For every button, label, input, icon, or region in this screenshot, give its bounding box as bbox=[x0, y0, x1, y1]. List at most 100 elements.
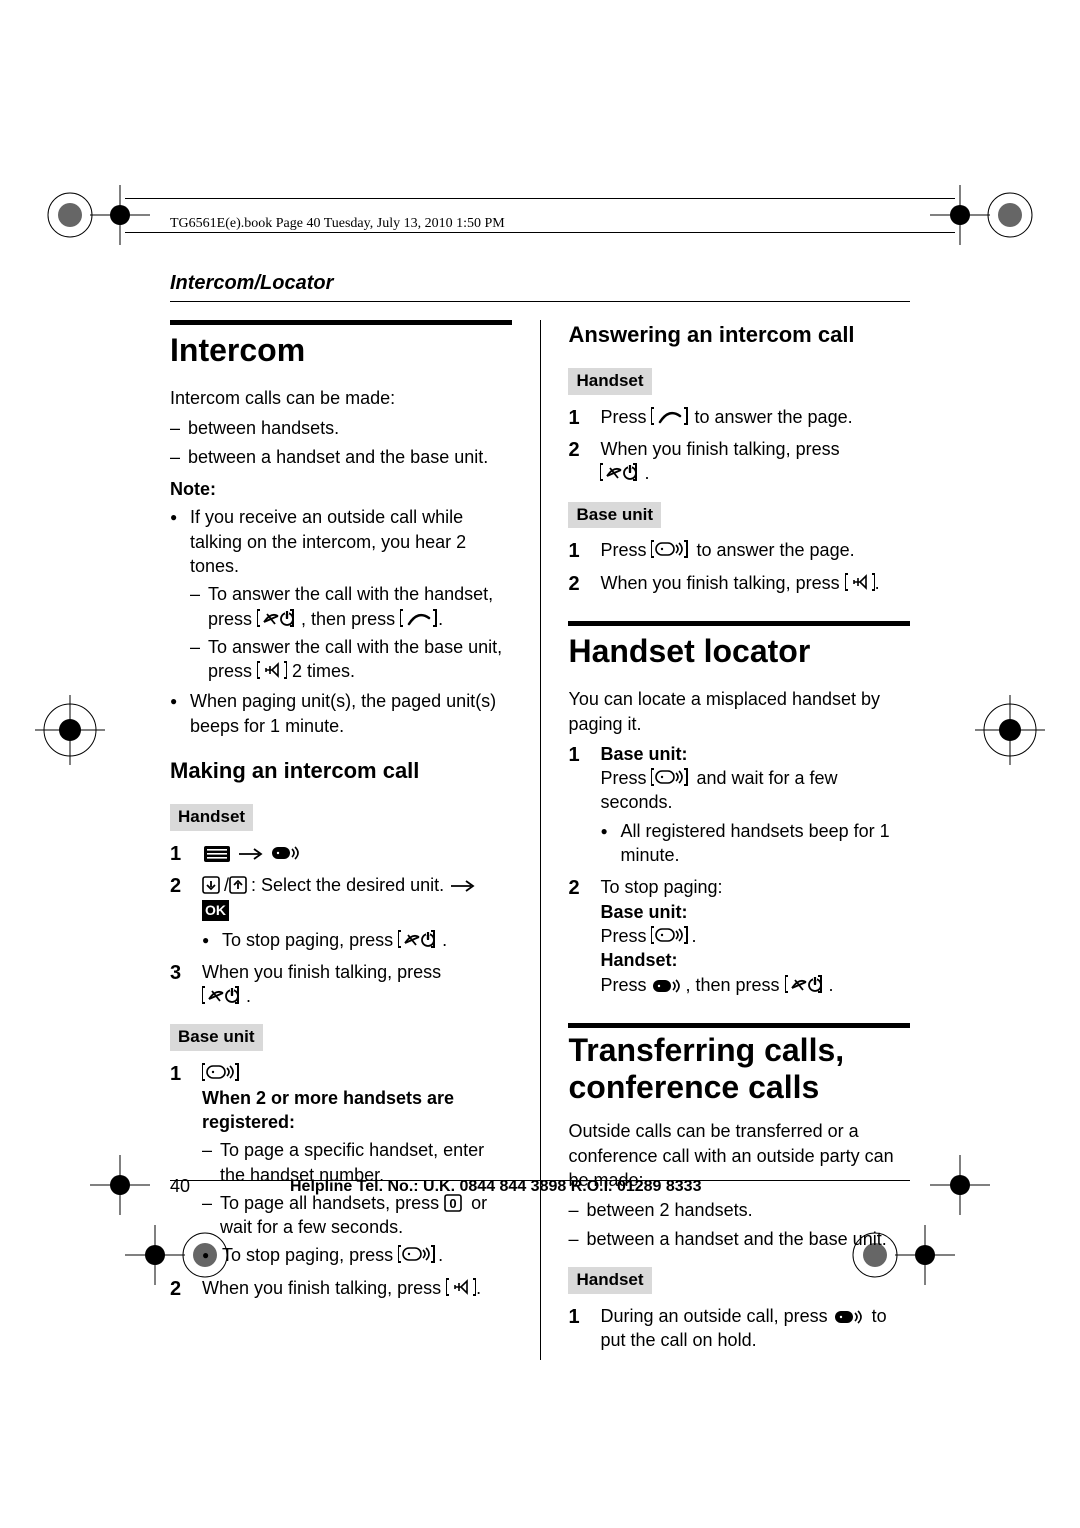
step-item: To stop paging: Base unit: Press . Hands… bbox=[568, 875, 910, 996]
text-fragment: Press bbox=[600, 407, 651, 427]
sub-bullet: To stop paging, press . bbox=[202, 928, 512, 952]
step-item: Press to answer the page. bbox=[568, 538, 910, 562]
page-button-icon bbox=[651, 539, 691, 559]
talk-button-icon bbox=[400, 608, 438, 628]
crosshair-left bbox=[35, 695, 105, 765]
page-button-icon bbox=[202, 1062, 242, 1082]
sp-phone-button-icon bbox=[446, 1277, 476, 1297]
step-item: When you finish talking, press . bbox=[170, 960, 512, 1009]
text-fragment: To stop paging, press bbox=[222, 930, 398, 950]
text-fragment: To answer the call with the base unit, p… bbox=[208, 637, 502, 681]
sp-phone-button-icon bbox=[257, 660, 287, 680]
baseunit-label: Base unit bbox=[568, 502, 661, 529]
talk-button-icon bbox=[651, 406, 689, 426]
left-column: Intercom Intercom calls can be made: bet… bbox=[170, 320, 512, 1360]
step-item: /: Select the desired unit. OK To stop p… bbox=[170, 873, 512, 952]
text-fragment: , then press bbox=[685, 975, 784, 995]
step-item: When you finish talking, press . bbox=[568, 571, 910, 595]
handset-label: Handset bbox=[568, 368, 651, 395]
off-power-button-icon bbox=[398, 929, 442, 949]
regmark-top-right bbox=[985, 190, 1035, 240]
column-divider bbox=[540, 320, 541, 1360]
crosshair-bl bbox=[90, 1155, 150, 1215]
device-inline-label: Base unit: bbox=[600, 902, 687, 922]
note-list: If you receive an outside call while tal… bbox=[170, 505, 512, 738]
baseunit-label: Base unit bbox=[170, 1024, 263, 1051]
rule bbox=[568, 1023, 910, 1028]
off-power-button-icon bbox=[785, 974, 829, 994]
sp-phone-button-icon bbox=[845, 572, 875, 592]
handset-label: Handset bbox=[568, 1267, 651, 1294]
rule bbox=[170, 320, 512, 325]
step-item: Base unit: Press and wait for a few seco… bbox=[568, 742, 910, 867]
step-item: Press to answer the page. bbox=[568, 405, 910, 429]
list-item: between a handset and the base unit. bbox=[170, 445, 512, 469]
text-fragment: During an outside call, press bbox=[600, 1306, 832, 1326]
transfer-list: between 2 handsets. between a handset an… bbox=[568, 1198, 910, 1251]
device-inline-label: Base unit: bbox=[600, 744, 687, 764]
text-fragment: to answer the page. bbox=[691, 540, 854, 560]
text-fragment: To stop paging, press bbox=[222, 1245, 398, 1265]
note-text: If you receive an outside call while tal… bbox=[190, 507, 466, 576]
page-button-icon bbox=[651, 767, 691, 787]
text-fragment: Press bbox=[600, 926, 651, 946]
page-button-icon bbox=[651, 925, 691, 945]
text-fragment: When you finish talking, press bbox=[600, 573, 844, 593]
sub-bullet: All registered handsets beep for 1 minut… bbox=[600, 819, 910, 868]
intercom-speaker-icon bbox=[270, 843, 304, 865]
crosshair-br bbox=[930, 1155, 990, 1215]
sub-heading: When 2 or more handsets are registered: bbox=[202, 1088, 454, 1132]
page-button-icon bbox=[398, 1244, 438, 1264]
crosshair-tl bbox=[90, 185, 150, 245]
handset-label: Handset bbox=[170, 804, 253, 831]
crosshair-tr bbox=[930, 185, 990, 245]
arrow-right-icon bbox=[449, 877, 477, 895]
intercom-title: Intercom bbox=[170, 329, 512, 372]
intercom-intro-list: between handsets. between a handset and … bbox=[170, 416, 512, 469]
note-label: Note: bbox=[170, 477, 512, 501]
handset-steps: /: Select the desired unit. OK To stop p… bbox=[170, 841, 512, 1009]
helpline: Helpline Tel. No.: U.K. 0844 844 3898 R.… bbox=[290, 1176, 701, 1198]
regmark-top-left bbox=[45, 190, 95, 240]
answering-title: Answering an intercom call bbox=[568, 320, 910, 350]
step-item: When you finish talking, press . bbox=[568, 437, 910, 486]
arrow-right-icon bbox=[237, 845, 265, 863]
note-item: When paging unit(s), the paged unit(s) b… bbox=[170, 689, 512, 738]
intercom-speaker-icon bbox=[833, 1307, 867, 1327]
rule bbox=[568, 621, 910, 626]
step-item: When you finish talking, press . bbox=[170, 1276, 512, 1300]
text-fragment: Press bbox=[600, 975, 651, 995]
running-header: TG6561E(e).book Page 40 Tuesday, July 13… bbox=[170, 215, 505, 234]
step-item: During an outside call, press to put the… bbox=[568, 1304, 910, 1353]
crosshair-right bbox=[975, 695, 1045, 765]
text-fragment: Press bbox=[600, 768, 651, 788]
locator-intro: You can locate a misplaced handset by pa… bbox=[568, 687, 910, 736]
step-item bbox=[170, 841, 512, 865]
answering-baseunit-steps: Press to answer the page. When you finis… bbox=[568, 538, 910, 595]
locator-steps: Base unit: Press and wait for a few seco… bbox=[568, 742, 910, 997]
off-power-button-icon bbox=[600, 462, 644, 482]
locator-title: Handset locator bbox=[568, 630, 910, 673]
note-item: If you receive an outside call while tal… bbox=[170, 505, 512, 683]
list-item: between a handset and the base unit. bbox=[568, 1227, 910, 1251]
page-number: 40 bbox=[170, 1174, 190, 1198]
list-item: between handsets. bbox=[170, 416, 512, 440]
down-button-icon bbox=[202, 876, 224, 894]
transfer-steps: During an outside call, press to put the… bbox=[568, 1304, 910, 1353]
text-fragment: When you finish talking, press bbox=[600, 439, 839, 459]
up-button-icon bbox=[229, 876, 251, 894]
off-power-button-icon bbox=[257, 608, 301, 628]
text-fragment: : Select the desired unit. bbox=[251, 875, 449, 895]
ok-icon: OK bbox=[202, 900, 229, 921]
making-call-title: Making an intercom call bbox=[170, 756, 512, 786]
text-fragment: , then press bbox=[301, 609, 400, 629]
intercom-intro: Intercom calls can be made: bbox=[170, 386, 512, 410]
list-item: between 2 handsets. bbox=[568, 1198, 910, 1222]
right-column: Answering an intercom call Handset Press… bbox=[568, 320, 910, 1360]
intercom-speaker-icon bbox=[651, 976, 685, 996]
text-fragment: When you finish talking, press bbox=[202, 962, 441, 982]
note-sub-item: To answer the call with the handset, pre… bbox=[190, 582, 512, 631]
text-fragment: To stop paging: bbox=[600, 877, 722, 897]
off-power-button-icon bbox=[202, 985, 246, 1005]
section-header: Intercom/Locator bbox=[170, 270, 910, 302]
